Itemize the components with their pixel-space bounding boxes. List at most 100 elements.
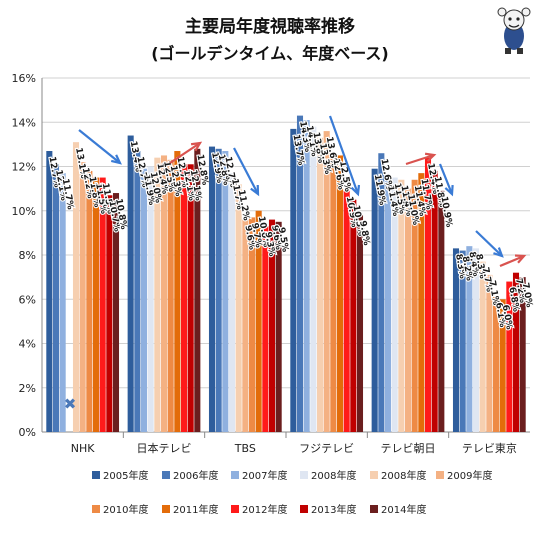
bar [378, 153, 385, 432]
legend-swatch [92, 505, 100, 513]
bar [323, 131, 330, 432]
bar [134, 151, 141, 432]
bar [391, 177, 398, 432]
bar [46, 151, 53, 432]
trend-arrow-down-tbs [233, 147, 259, 195]
bar [404, 188, 412, 432]
bar [296, 115, 304, 433]
legend-swatch [231, 471, 239, 479]
y-tick-label: 4% [19, 338, 36, 351]
bar [147, 166, 154, 432]
legend-label: 2005年度 [103, 469, 148, 482]
cross-marker-icon: ✖ [64, 395, 77, 413]
bar [303, 120, 310, 432]
y-tick-label: 10% [12, 205, 36, 218]
trend-arrow-up-ntv [169, 142, 201, 164]
trend-arrow-down-tvasahi [438, 163, 454, 195]
bar [268, 219, 276, 432]
bar [350, 199, 357, 432]
bar [486, 274, 493, 432]
trend-arrow-up-ntv-head [190, 141, 203, 152]
bar [512, 272, 520, 432]
trend-arrow-down-tvasahi-head [444, 184, 454, 197]
bar [140, 168, 148, 432]
legend-label: 2014年度 [381, 503, 426, 516]
bar [208, 146, 216, 432]
trend-arrow-up-tvtokyo [499, 254, 525, 268]
bar [154, 157, 161, 432]
bar [275, 221, 282, 432]
bar [452, 248, 460, 432]
y-tick-label: 0% [19, 426, 36, 439]
legend-swatch [162, 471, 170, 479]
legend-swatch [300, 505, 308, 513]
legend-label: 2013年度 [311, 503, 356, 516]
bar [92, 177, 100, 432]
data-label: 8.4% [466, 251, 480, 277]
x-tick-label: TBS [234, 442, 256, 455]
bar [438, 190, 445, 432]
bar [310, 126, 317, 433]
trend-arrow-down-fuji [328, 115, 360, 195]
bar [330, 153, 337, 432]
bar [384, 179, 392, 432]
y-tick-label: 12% [12, 161, 36, 174]
legend-swatch [162, 505, 170, 513]
bar [343, 190, 350, 432]
bar [411, 179, 418, 432]
bar [459, 250, 466, 432]
legend-label: 2008年度 [381, 469, 426, 482]
bar [492, 297, 500, 432]
bar [187, 164, 194, 432]
legend-swatch [92, 471, 100, 479]
x-tick-label: 日本テレビ [137, 441, 192, 455]
bar [316, 137, 324, 433]
trend-arrow-up-tvtokyo-head [514, 254, 527, 264]
trend-arrow-down-nhk [78, 129, 121, 164]
bar [519, 277, 526, 432]
bar [242, 219, 249, 432]
legend-label: 2012年度 [242, 503, 287, 516]
legend-label: 2010年度 [103, 503, 148, 516]
bar [499, 299, 506, 432]
bar [248, 217, 256, 432]
x-tick-label: テレビ朝日 [381, 442, 436, 455]
bar [228, 173, 236, 432]
bar [72, 142, 80, 432]
legend-label: 2008年度 [311, 469, 356, 482]
bar [336, 155, 344, 432]
bar [431, 170, 438, 433]
y-tick-label: 14% [12, 116, 36, 129]
bar [79, 162, 86, 432]
bar [194, 148, 201, 433]
x-tick-label: フジテレビ [299, 442, 354, 455]
legend-swatch [436, 471, 444, 479]
bar [424, 157, 432, 432]
bar [106, 195, 113, 432]
bar [215, 148, 222, 433]
bar [479, 261, 486, 432]
legend-label: 2011年度 [173, 503, 218, 516]
bar [472, 248, 480, 432]
bar [255, 210, 262, 432]
trend-arrow-down-fuji-head [350, 184, 361, 197]
bar [59, 173, 66, 432]
legend-swatch [300, 471, 308, 479]
bar [127, 135, 134, 432]
legend-swatch [370, 471, 378, 479]
bar [167, 159, 174, 433]
legend-swatch [231, 505, 239, 513]
trend-arrow-down-nhk-head [110, 154, 122, 165]
trend-arrow-up-tvasahi-head [424, 152, 437, 163]
bar [86, 170, 93, 433]
bar [371, 168, 378, 432]
y-tick-label: 2% [19, 382, 36, 395]
trend-arrow-up-tvasahi [405, 153, 435, 166]
y-tick-label: 16% [12, 72, 36, 85]
bar [99, 177, 106, 432]
chart-title: 主要局年度視聴率推移 [185, 17, 355, 37]
y-tick-label: 8% [19, 249, 36, 262]
legend-swatch [370, 505, 378, 513]
bar [52, 164, 60, 432]
